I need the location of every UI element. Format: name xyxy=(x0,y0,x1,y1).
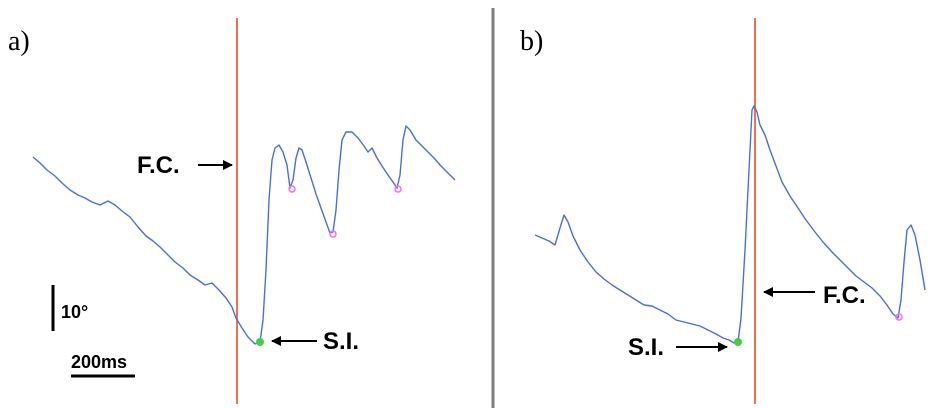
panel-b-marker-1 xyxy=(895,313,903,321)
panel-b-si-label: S.I. xyxy=(628,334,664,361)
panel-a-fc-label: F.C. xyxy=(137,152,180,179)
panel-b: b) F.C. S.I. xyxy=(520,18,926,404)
panel-b-si-point xyxy=(734,338,742,346)
panel-b-trace xyxy=(534,105,926,344)
panel-a-label: a) xyxy=(8,26,30,57)
panel-b-label: b) xyxy=(520,26,543,57)
panel-a: a) F.C. S.I. 10° 200ms xyxy=(8,18,456,404)
scalebar-angle-label: 10° xyxy=(61,302,88,322)
panel-a-marker-2 xyxy=(329,230,337,238)
panel-a-trace xyxy=(32,125,456,345)
panel-a-si-point xyxy=(256,338,264,346)
panel-a-marker-3 xyxy=(394,185,402,193)
panel-a-marker-1 xyxy=(288,185,296,193)
scalebar-time-label: 200ms xyxy=(71,352,127,372)
panel-a-si-label: S.I. xyxy=(323,328,359,355)
panel-b-fc-label: F.C. xyxy=(823,282,866,309)
